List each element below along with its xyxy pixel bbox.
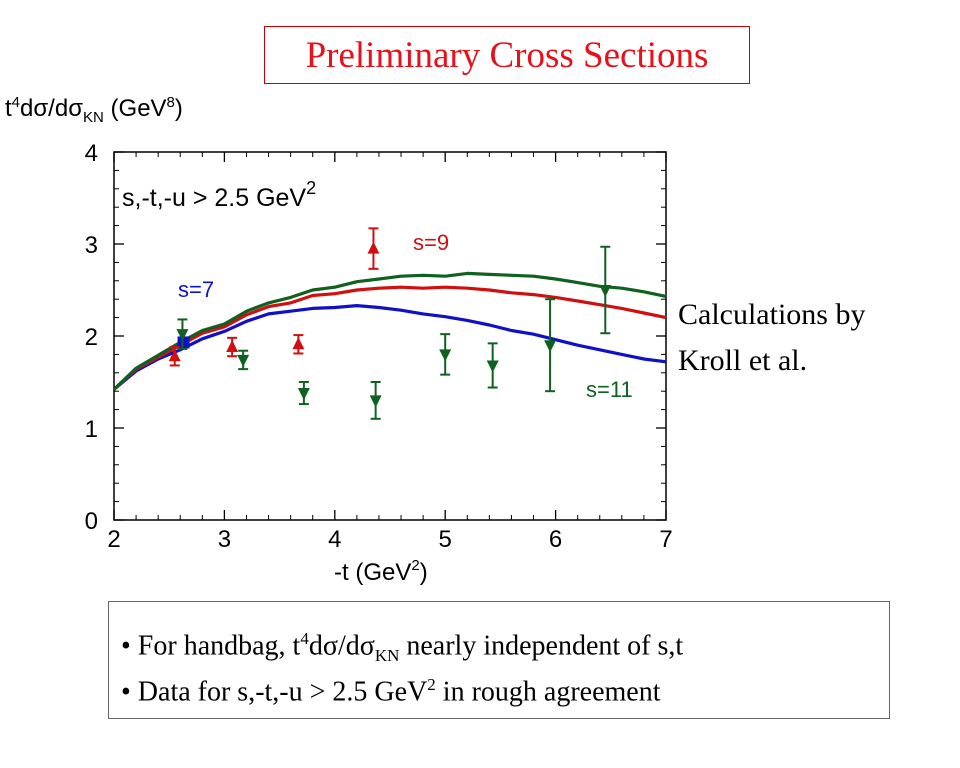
data-point-s11 [439, 349, 452, 362]
annotation-s7: s=7 [178, 277, 214, 302]
data-point-s11 [369, 395, 382, 408]
condition-label: s,-t,-u > 2.5 GeV2 [122, 178, 316, 212]
data-point-s11 [176, 329, 189, 342]
data-point-s11 [486, 360, 499, 373]
bullet-1: • For handbag, t4dσ/dσKN nearly independ… [121, 629, 684, 665]
x-tick-label: 2 [107, 526, 120, 553]
y-tick-label: 2 [85, 324, 98, 351]
y-tick-label: 0 [85, 508, 98, 535]
curve-s7 [112, 304, 667, 391]
y-tick-label: 1 [85, 416, 98, 443]
data-point-s9 [226, 340, 239, 353]
calc-note-line2: Kroll et al. [678, 344, 808, 377]
bullet-2: • Data for s,-t,-u > 2.5 GeV2 in rough a… [121, 675, 661, 708]
y-axis-label: t4dσ/dσKN (GeV8) [5, 94, 183, 126]
calc-note-line1: Calculations by [678, 298, 866, 331]
data-point-s7 [177, 336, 190, 349]
calculations-note: Calculations by Kroll et al. [678, 292, 918, 384]
data-point-s11 [599, 285, 612, 297]
y-tick-label: 4 [85, 140, 98, 167]
annotation-s11: s=11 [586, 377, 633, 402]
data-point-s11 [297, 388, 310, 401]
y-tick-label: 3 [85, 232, 98, 259]
chart-title: Preliminary Cross Sections [264, 26, 750, 84]
x-tick-label: 5 [439, 526, 452, 553]
curve-s11 [112, 271, 667, 391]
data-point-s9 [168, 349, 181, 362]
annotation-s9: s=9 [413, 230, 449, 255]
x-tick-label: 6 [549, 526, 562, 553]
x-tick-label: 3 [218, 526, 231, 553]
x-tick-label: 7 [659, 526, 672, 553]
curve-s9 [112, 285, 667, 391]
data-point-s11 [237, 354, 250, 367]
data-point-s9 [367, 241, 380, 254]
data-point-s11 [544, 340, 557, 353]
cross-section-plot: 2 3 4 5 6 7 0 1 2 3 4 s,-t,-u > 2.5 GeV2 s=7 s=9 s… [85, 140, 673, 586]
bullet-box: • For handbag, t4dσ/dσKN nearly independ… [108, 601, 890, 719]
data-point-s9 [292, 337, 305, 350]
x-axis-label: -t (GeV2) [334, 557, 428, 586]
x-tick-label: 4 [328, 526, 341, 553]
